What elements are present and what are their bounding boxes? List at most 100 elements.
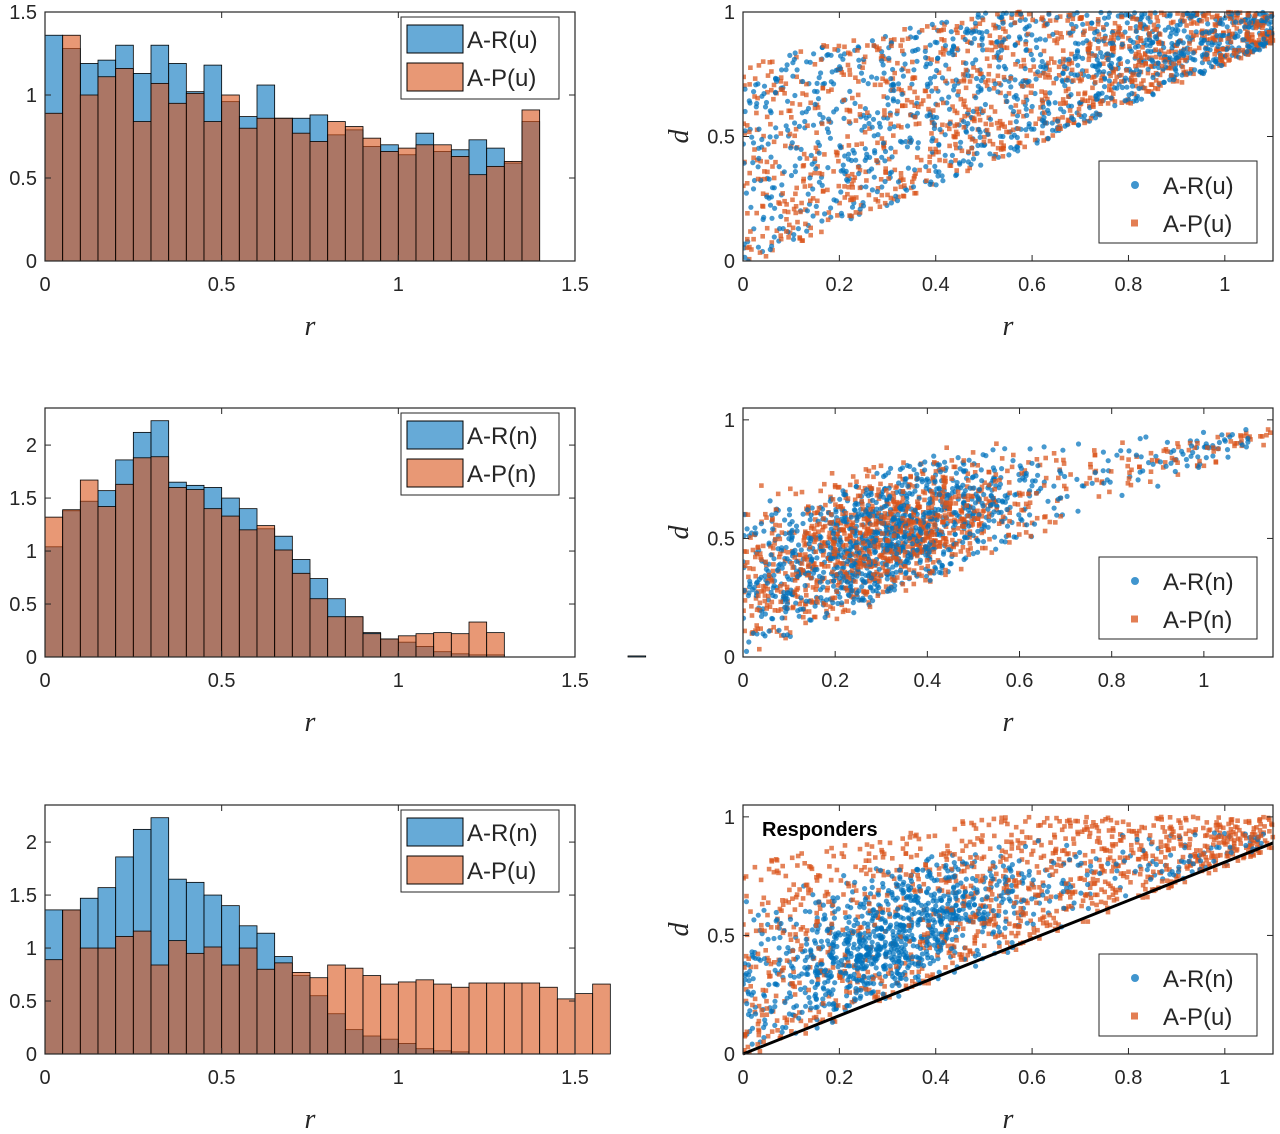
scatter-point <box>835 518 841 523</box>
scatter-point <box>932 163 938 169</box>
scatter-point <box>1061 101 1067 106</box>
scatter-point <box>892 37 897 42</box>
scatter-point <box>1007 510 1012 515</box>
scatter-point <box>871 894 877 900</box>
x-tick-label: 1.5 <box>561 670 589 692</box>
scatter-point <box>763 254 769 259</box>
scatter-point <box>900 48 905 54</box>
scatter-point <box>944 516 949 521</box>
scatter-point <box>897 474 902 479</box>
scatter-point <box>815 139 821 145</box>
scatter-point <box>786 506 793 513</box>
scatter-point <box>1006 152 1012 158</box>
scatter-point <box>743 254 748 260</box>
scatter-point <box>775 546 781 552</box>
scatter-point <box>935 102 940 108</box>
scatter-point <box>946 547 952 553</box>
scatter-point <box>936 149 941 155</box>
scatter-point <box>1207 37 1213 42</box>
scatter-point <box>833 502 838 507</box>
scatter-point <box>931 125 938 132</box>
legend-label: A-P(n) <box>1163 607 1232 634</box>
scatter-point <box>1175 460 1180 465</box>
scatter-point <box>958 96 964 102</box>
scatter-point <box>967 541 973 546</box>
scatter-point <box>829 69 835 75</box>
y-tick-label: 1 <box>26 938 37 960</box>
scatter-point <box>888 145 894 151</box>
histogram-bar <box>62 34 81 262</box>
scatter-point <box>903 509 908 515</box>
scatter-point <box>760 216 766 223</box>
scatter-point <box>896 86 902 92</box>
scatter-point <box>1058 101 1063 106</box>
scatter-point <box>879 552 885 558</box>
scatter-point <box>1041 444 1047 450</box>
scatter-point <box>768 121 773 127</box>
scatter-point <box>1108 95 1114 101</box>
scatter-point <box>907 575 912 581</box>
scatter-point <box>888 558 893 564</box>
scatter-point <box>1041 483 1047 488</box>
scatter-point <box>747 170 752 176</box>
scatter-point <box>773 536 778 542</box>
scatter-point <box>764 602 770 608</box>
scatter-point <box>818 534 824 541</box>
scatter-point <box>888 195 894 201</box>
histogram-bar <box>132 457 152 658</box>
scatter-point <box>940 520 945 525</box>
scatter-point <box>837 66 843 72</box>
scatter-point <box>1066 56 1072 63</box>
scatter-point <box>1133 452 1139 458</box>
histogram-bar <box>291 572 311 658</box>
scatter-point <box>907 538 913 544</box>
scatter-point <box>1148 82 1154 87</box>
scatter-point <box>779 530 785 535</box>
scatter-point <box>850 474 856 479</box>
scatter-point <box>980 539 987 545</box>
histogram-bar <box>468 174 488 262</box>
scatter-point <box>1023 470 1029 476</box>
scatter-point <box>1218 17 1224 23</box>
scatter-point <box>743 160 747 166</box>
scatter-point <box>1128 48 1135 54</box>
scatter-point <box>842 51 848 57</box>
scatter-point <box>962 98 967 104</box>
scatter-point <box>853 210 859 215</box>
scatter-point <box>908 112 913 118</box>
scatter-point <box>747 244 752 250</box>
scatter-point <box>1187 440 1193 446</box>
scatter-point <box>905 68 911 74</box>
scatter-point <box>908 473 913 479</box>
scatter-point <box>804 507 811 513</box>
axes-frame <box>44 11 576 262</box>
scatter-point <box>1043 75 1048 80</box>
scatter-point <box>804 208 811 214</box>
scatter-point <box>1175 441 1180 446</box>
scatter-point <box>944 544 950 550</box>
scatter-point <box>768 544 773 549</box>
scatter-point <box>1175 11 1180 16</box>
scatter-point <box>1064 77 1070 83</box>
scatter-point <box>1046 99 1052 105</box>
scatter-point <box>862 129 868 135</box>
scatter-point <box>1133 24 1139 30</box>
scatter-point <box>1015 126 1021 131</box>
scatter-point <box>953 158 958 163</box>
scatter-point <box>1097 840 1103 845</box>
scatter-point <box>812 156 818 162</box>
scatter-point <box>975 68 980 73</box>
scatter-point <box>862 123 868 129</box>
scatter-point <box>809 600 815 605</box>
scatter-point <box>804 81 809 87</box>
scatter-point <box>819 540 825 545</box>
scatter-point <box>1232 48 1237 53</box>
scatter-point <box>888 112 893 118</box>
scatter-point <box>911 520 917 526</box>
scatter-point <box>828 205 834 211</box>
scatter-point <box>769 512 775 518</box>
scatter-point <box>815 198 820 204</box>
scatter-point <box>937 492 943 498</box>
scatter-point <box>1145 66 1151 72</box>
scatter-point <box>903 539 909 545</box>
